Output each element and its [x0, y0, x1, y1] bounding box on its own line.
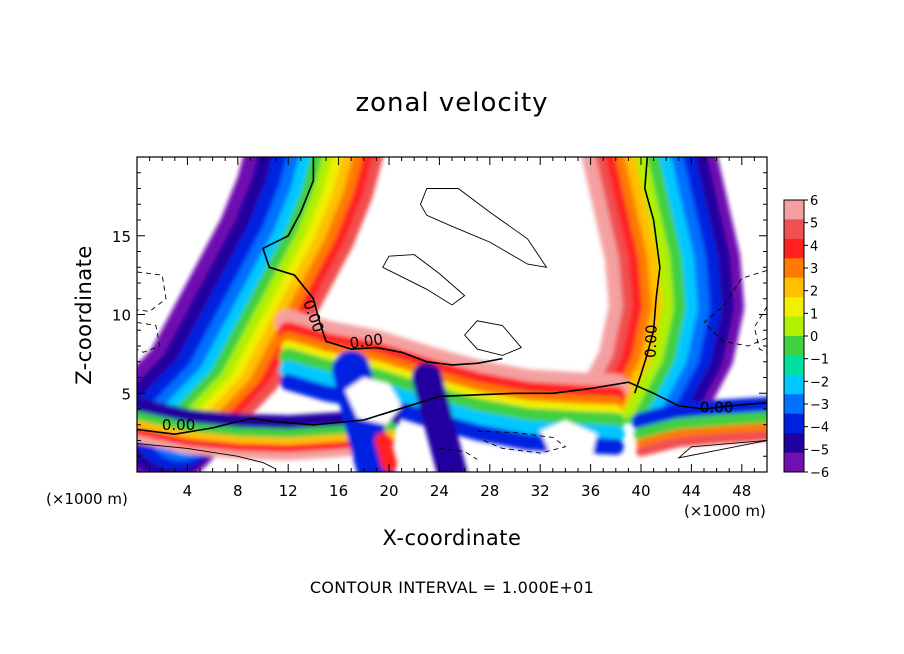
left-plume-band — [220, 157, 378, 432]
chart-title: zonal velocity — [355, 88, 549, 118]
colorbar-tick-label: 6 — [810, 194, 818, 209]
lower-layer-band — [636, 430, 767, 457]
negative-contour-line — [137, 271, 167, 312]
lower-layer-band — [137, 420, 395, 450]
colorbar-tick-label: −6 — [810, 466, 829, 481]
x-tick-label: 32 — [531, 482, 550, 500]
x-tick-label: 8 — [233, 482, 243, 500]
contour-label: 0.00 — [162, 416, 195, 434]
colorbar-swatch — [784, 452, 804, 473]
colorbar-swatch — [784, 238, 804, 259]
x-tick-label: 20 — [379, 482, 398, 500]
contour-label: 0.00 — [642, 324, 661, 358]
negative-contour-line — [753, 306, 767, 353]
x-tick-label: 24 — [430, 482, 449, 500]
colorbar-tick-label: −3 — [810, 398, 829, 413]
negative-contour-line — [477, 430, 567, 454]
colorbar-swatch — [784, 355, 804, 376]
x-tick-label: 44 — [682, 482, 701, 500]
colorbar-swatch — [784, 336, 804, 356]
x-tick-label: 48 — [732, 482, 751, 500]
colorbar-swatch — [784, 413, 804, 434]
left-plume-band — [230, 157, 384, 430]
positive-contour-line — [420, 188, 548, 268]
colorbar-swatch — [784, 316, 804, 337]
zero-contour-line — [137, 381, 767, 436]
x-tick-label: 40 — [631, 482, 650, 500]
central-jet-band — [281, 340, 623, 420]
lower-layer-band — [137, 434, 393, 461]
surface-warm-spot — [374, 432, 397, 472]
positive-contour-line — [677, 440, 767, 459]
colorbar-tick-label: −2 — [810, 375, 829, 390]
colorbar-swatch — [784, 277, 804, 298]
contour-interval-note: CONTOUR INTERVAL = 1.000E+01 — [309, 578, 595, 597]
x-unit-label-left: (×1000 m) — [46, 490, 128, 508]
colorbar-tick-label: 3 — [810, 262, 818, 277]
colorbar: 6 5 4 3 2 1 0 −1 −2 −3 −4 −5 −6 — [783, 194, 829, 481]
lower-layer-band — [636, 422, 767, 449]
x-tick-label: 16 — [329, 482, 348, 500]
central-jet-band — [280, 331, 624, 413]
negative-contour-line — [137, 321, 161, 353]
lower-layer-band — [137, 427, 394, 455]
colorbar-tick-label: −4 — [810, 421, 829, 436]
x-tick-label: 36 — [581, 482, 600, 500]
x-tick-label: 4 — [183, 482, 193, 500]
right-plume-band — [573, 157, 623, 409]
lower-layer-band — [632, 396, 767, 431]
clear-region — [540, 420, 597, 463]
positive-contour-line — [137, 443, 276, 470]
x-tick-label: 28 — [480, 482, 499, 500]
positive-contour-line — [463, 320, 523, 356]
x-unit-label-right: (×1000 m) — [684, 502, 766, 520]
colorbar-tick-label: 4 — [810, 239, 818, 254]
x-tick-label: 12 — [279, 482, 298, 500]
x-axis-label: X-coordinate — [382, 526, 522, 550]
colorbar-tick-label: 1 — [810, 307, 818, 322]
colorbar-tick-label: 0 — [810, 330, 818, 345]
colorbar-tick-label: −1 — [810, 353, 829, 368]
y-tick-label: 5 — [121, 385, 131, 403]
y-tick-label: 15 — [112, 228, 131, 246]
lower-layer-band — [634, 411, 767, 442]
colorbar-swatch — [784, 258, 804, 279]
colorbar-swatch — [784, 200, 804, 220]
contour-lines — [137, 157, 767, 470]
colorbar-swatch — [784, 394, 804, 415]
y-tick-label: 10 — [112, 307, 131, 325]
blue-column-band — [411, 362, 467, 472]
colorbar-tick-label: −5 — [810, 443, 829, 458]
contour-label: 0.00 — [700, 398, 733, 416]
zero-contour-line — [262, 157, 503, 366]
positive-contour-line — [382, 254, 466, 306]
contour-label: 0.00 — [349, 330, 385, 352]
zero-contour-line — [633, 157, 661, 394]
colorbar-swatch — [784, 433, 804, 454]
colorbar-swatch — [784, 219, 804, 240]
colorbar-tick-label: 5 — [810, 217, 818, 232]
colorbar-swatch — [784, 374, 804, 395]
colorbar-swatch — [784, 297, 804, 318]
colorbar-tick-label: 2 — [810, 285, 818, 300]
negative-contour-line — [703, 269, 767, 347]
